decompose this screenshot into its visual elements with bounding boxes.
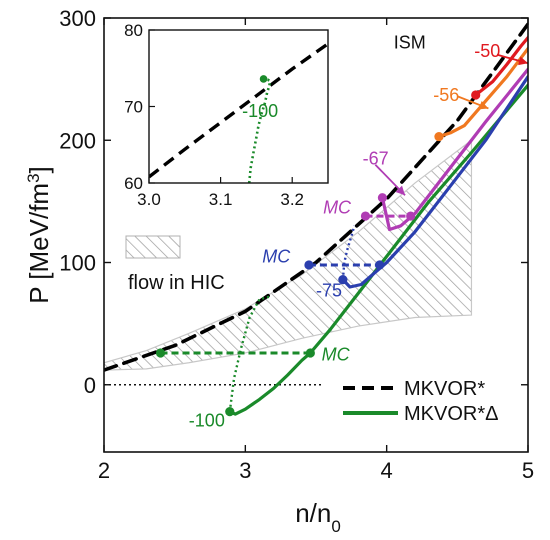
- data-marker-7: [360, 211, 371, 221]
- inset-annotation-layer: -100: [242, 101, 278, 121]
- inset-annotation-100: -100: [242, 101, 278, 121]
- arrow-minus-56-head: [478, 100, 489, 110]
- data-marker-4: [304, 260, 314, 270]
- x-tick-label-1: 3: [239, 458, 251, 483]
- series-line-curve-3: [380, 67, 528, 232]
- series-line-curve-5: [474, 35, 528, 97]
- main-plot-frame: [103, 17, 529, 453]
- inset-marker-0: [259, 75, 268, 83]
- legend-label-mkvor: MKVOR*: [404, 378, 485, 400]
- arrow-minus-50-head: [518, 56, 528, 66]
- series-line-curve-2: [341, 75, 528, 289]
- annotation-67-3: -67: [363, 149, 389, 169]
- inset-marker-layer: [259, 75, 268, 83]
- y-axis-title: P [MeV/fm3]: [24, 166, 55, 304]
- annotation-layer: ISM -50 -56 -67 -75 -100 MC MC MC: [189, 33, 501, 431]
- annotation-50-1: -50: [474, 41, 500, 61]
- inset-x-tick-label-1: 3.1: [209, 190, 233, 209]
- spinodal-line-0: [228, 295, 270, 412]
- y-tick-label-1: 100: [59, 251, 96, 276]
- annotation-mc-8: MC: [322, 344, 351, 364]
- flow-region-hatch: [104, 139, 473, 371]
- series-line-mkvor: [104, 22, 528, 372]
- annotation-75-4: -75: [316, 281, 342, 301]
- data-marker-8: [406, 211, 416, 221]
- series-line-curve-4: [437, 46, 528, 139]
- inset-series-line-1: [247, 77, 272, 183]
- y-tick-label-3: 300: [59, 6, 96, 31]
- inset-y-tick-label-2: 80: [124, 21, 143, 40]
- x-tick-label-3: 5: [522, 458, 534, 483]
- data-marker-2: [305, 348, 315, 358]
- inset-y-tick-label-1: 70: [124, 98, 143, 117]
- y-tick-label-0: 0: [84, 373, 96, 398]
- data-marker-10: [471, 90, 481, 100]
- y-tick-label-2: 200: [59, 128, 96, 153]
- inset-y-tick-label-0: 60: [124, 174, 143, 193]
- annotation-mc-6: MC: [323, 198, 352, 218]
- annotation-56-2: -56: [433, 85, 459, 105]
- inset-background: [149, 30, 328, 183]
- annotation-100-5: -100: [189, 410, 225, 430]
- legend-flow-label: flow in HIC: [128, 272, 225, 294]
- annotation-mc-7: MC: [262, 247, 291, 267]
- series-layer: [104, 22, 528, 416]
- data-marker-5: [375, 260, 385, 270]
- data-marker-6: [377, 193, 388, 203]
- arrow-minus-67-head: [395, 185, 406, 196]
- inset-series-layer: [149, 42, 328, 183]
- spinodal-line-1: [341, 225, 356, 280]
- legend-label-mkvor-delta: MKVOR*Δ: [404, 403, 498, 425]
- data-marker-9: [434, 131, 444, 142]
- arrow-layer: [374, 53, 529, 196]
- data-marker-1: [155, 348, 166, 358]
- annotation-ism-0: ISM: [394, 33, 426, 53]
- legend-flow-swatch: [125, 235, 181, 259]
- x-axis-title: n/n0: [295, 498, 341, 536]
- data-marker-3: [338, 275, 348, 285]
- inset-x-tick-label-2: 3.2: [280, 190, 304, 209]
- legend: flow in HIC MKVOR* MKVOR*Δ: [125, 235, 498, 425]
- marker-layer: [155, 90, 481, 417]
- main-plot: ISM -50 -56 -67 -75 -100 MC MC MC 2 3 4 5 0 100 200 300…: [24, 6, 535, 536]
- series-line-mkvor: [228, 83, 528, 416]
- x-tick-label-2: 4: [381, 458, 393, 483]
- data-marker-0: [225, 407, 235, 417]
- flow-region-layer: [104, 139, 473, 371]
- inset-tick-layer: 3.0 3.1 3.2 60 70 80: [124, 21, 304, 209]
- inset-plot: -100 3.0 3.1 3.2 60 70 80: [124, 21, 329, 209]
- x-tick-label-0: 2: [98, 458, 110, 483]
- inset-x-tick-label-0: 3.0: [137, 190, 161, 209]
- tick-layer: 2 3 4 5 0 100 200 300: [59, 6, 534, 483]
